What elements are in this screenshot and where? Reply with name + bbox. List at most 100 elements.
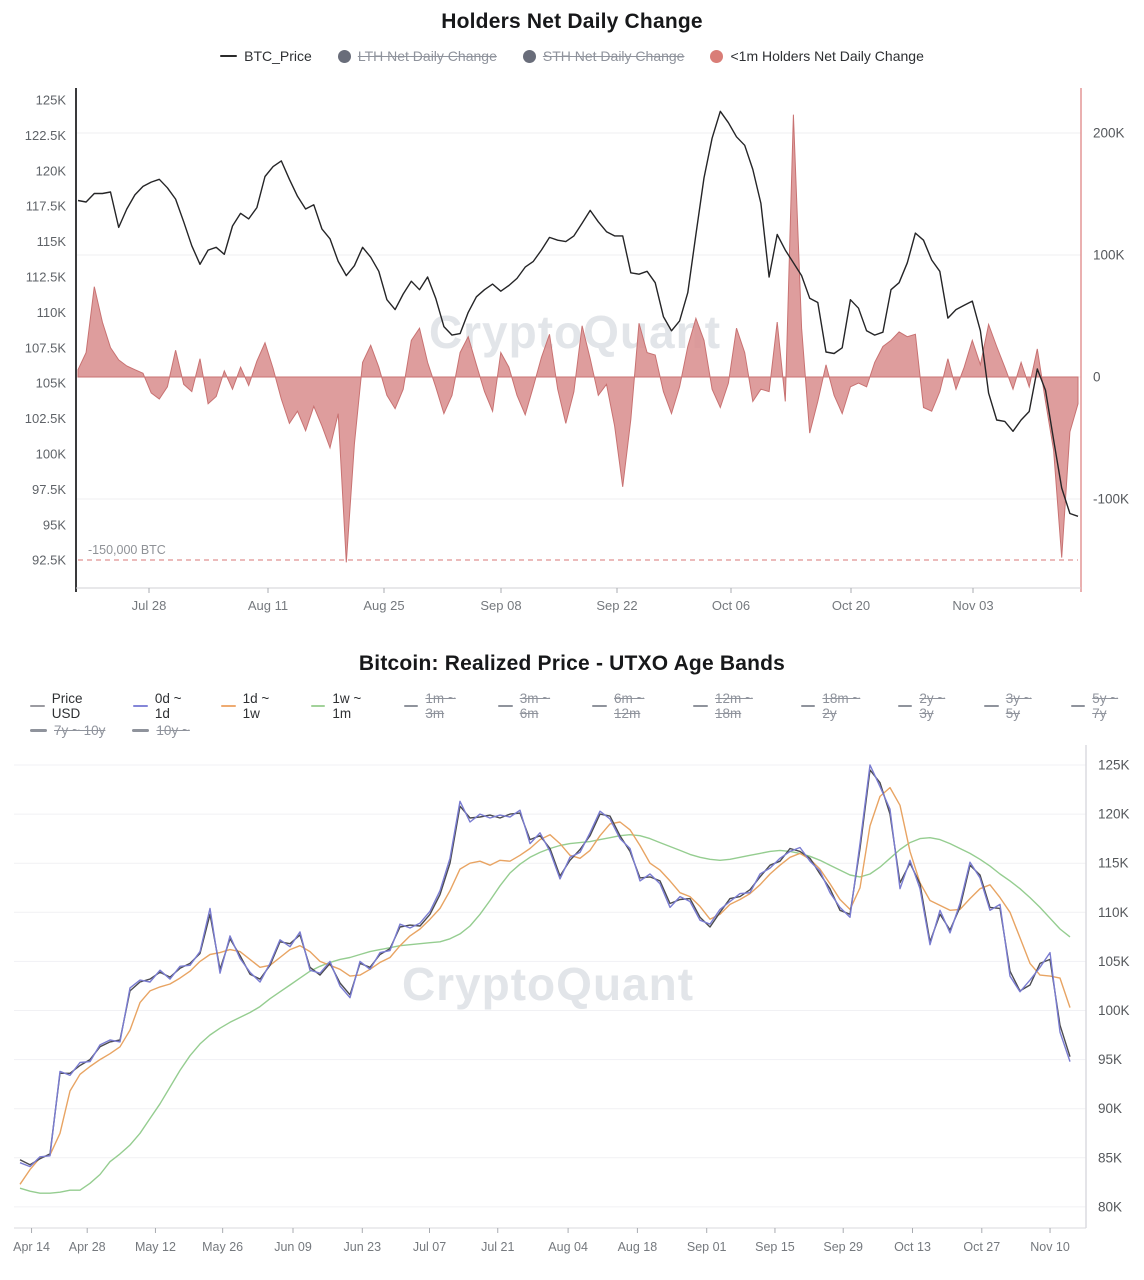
legend-line-swatch	[592, 704, 608, 708]
x-axis-label: May 12	[135, 1240, 176, 1254]
utxo-chart-legend-row2: 7y ~ 10y 10y ~	[30, 723, 1130, 738]
legend-item-label: 3m ~ 6m	[519, 691, 551, 721]
legend-item-label: 0d ~ 1d	[154, 691, 182, 721]
y-axis-label-left: 110K	[37, 305, 67, 320]
legend-item-label: 10y ~	[156, 723, 190, 738]
x-axis-label: Nov 10	[1030, 1240, 1070, 1254]
y-axis-label-right: 120K	[1098, 807, 1130, 822]
legend-item-label: 5y ~ 7y	[1092, 691, 1119, 721]
legend-item-btc-price[interactable]: BTC_Price	[220, 48, 312, 64]
legend-item-18m-2y[interactable]: 18m ~ 2y	[800, 691, 871, 721]
legend-line-swatch	[800, 704, 816, 708]
legend-item-label: 12m ~ 18m	[714, 691, 753, 721]
y-axis-label-right: 125K	[1098, 758, 1130, 773]
legend-item-label: LTH Net Daily Change	[357, 48, 497, 64]
x-axis-label: Apr 28	[69, 1240, 106, 1254]
x-axis-label: Jul 28	[132, 598, 167, 613]
holders-chart-legend: BTC_Price LTH Net Daily Change STH Net Dai…	[0, 48, 1144, 64]
y-axis-label-left: 122.5K	[25, 128, 67, 143]
legend-item-5y-7y[interactable]: 5y ~ 7y	[1070, 691, 1130, 721]
legend-item-label: Price USD	[51, 691, 83, 721]
watermark-cryptoquant: CryptoQuant	[429, 306, 721, 358]
x-axis-label: Nov 03	[952, 598, 993, 613]
x-axis-label: Aug 25	[363, 598, 404, 613]
legend-line-swatch	[220, 704, 236, 708]
y-axis-label-right: 80K	[1098, 1199, 1122, 1214]
minus-150k-annotation-label: -150,000 BTC	[88, 543, 166, 557]
legend-item-1w-1m[interactable]: 1w ~ 1m	[310, 691, 377, 721]
y-axis-label-left: 117.5K	[26, 199, 67, 214]
legend-item-10y[interactable]: 10y ~	[132, 723, 190, 738]
x-axis-label: Aug 18	[618, 1240, 658, 1254]
series-line-1w-1m	[19, 834, 1071, 1194]
y-axis-label-left: 100K	[36, 447, 67, 462]
legend-item-label: 18m ~ 2y	[822, 691, 861, 721]
legend-dot-swatch	[337, 49, 351, 63]
legend-line-swatch	[403, 704, 419, 708]
net-daily-change-area	[77, 114, 1079, 563]
legend-item-label: 7y ~ 10y	[54, 723, 106, 738]
holders-chart-title: Holders Net Daily Change	[441, 10, 703, 33]
y-axis-label-right: 85K	[1098, 1150, 1122, 1165]
legend-line-swatch	[498, 704, 513, 708]
x-axis-label: Sep 01	[687, 1240, 727, 1254]
legend-line-swatch	[220, 54, 238, 58]
x-axis-label: Jul 07	[413, 1240, 446, 1254]
legend-item-7y-10y[interactable]: 7y ~ 10y	[30, 723, 105, 738]
legend-line-swatch	[1070, 704, 1086, 708]
legend-item-3y-5y[interactable]: 3y ~ 5y	[984, 691, 1043, 721]
legend-item-6m-12m[interactable]: 6m ~ 12m	[592, 691, 666, 721]
y-axis-label-right: 100K	[1093, 248, 1125, 263]
legend-item-1d-1w[interactable]: 1d ~ 1w	[220, 691, 284, 721]
series-line-0d-1d	[19, 764, 1071, 1168]
y-axis-label-right: 95K	[1098, 1052, 1122, 1067]
legend-item-12m-18m[interactable]: 12m ~ 18m	[693, 691, 773, 721]
watermark-cryptoquant: CryptoQuant	[402, 958, 694, 1010]
legend-line-swatch	[310, 704, 326, 708]
y-axis-label-left: 92.5K	[32, 553, 66, 568]
legend-item-3m-6m[interactable]: 3m ~ 6m	[498, 691, 565, 721]
legend-item-label: 6m ~ 12m	[614, 691, 645, 721]
y-axis-label-left: 102.5K	[25, 411, 67, 426]
legend-item-label: STH Net Daily Change	[542, 48, 685, 64]
legend-dot-swatch	[710, 49, 724, 63]
legend-item-0d-1d[interactable]: 0d ~ 1d	[133, 691, 194, 721]
legend-line-swatch	[133, 704, 148, 708]
legend-item-2y-3y[interactable]: 2y ~ 3y	[897, 691, 957, 721]
x-axis-label: Apr 14	[13, 1240, 50, 1254]
legend-line-swatch	[693, 704, 708, 708]
series-line-1d-1w	[19, 786, 1071, 1185]
legend-item-lth-net-daily-change[interactable]: LTH Net Daily Change	[337, 48, 497, 64]
utxo-chart-title: Bitcoin: Realized Price - UTXO Age Bands	[358, 652, 786, 675]
legend-item-label: 1m ~ 3m	[425, 691, 456, 721]
y-axis-label-right: 105K	[1098, 954, 1130, 969]
y-axis-label-right: 110K	[1098, 905, 1129, 920]
legend-item-label: BTC_Price	[244, 48, 312, 64]
legend-line-swatch	[30, 704, 45, 708]
legend-item-sth-net-daily-change[interactable]: STH Net Daily Change	[522, 48, 685, 64]
legend-dot-swatch	[522, 49, 536, 63]
legend-line-swatch	[132, 729, 150, 732]
x-axis-label: Jun 09	[274, 1240, 312, 1254]
x-axis-label: Aug 11	[248, 598, 288, 613]
legend-item-1m-holders-net-daily-change[interactable]: <1m Holders Net Daily Change	[710, 48, 924, 64]
legend-item-label: 3y ~ 5y	[1005, 691, 1032, 721]
y-axis-label-right: 115K	[1098, 856, 1129, 871]
legend-item-label: 1w ~ 1m	[332, 691, 362, 721]
x-axis-label: Oct 06	[712, 598, 750, 613]
y-axis-label-left: 97.5K	[32, 482, 66, 497]
legend-item-1m-3m[interactable]: 1m ~ 3m	[403, 691, 471, 721]
y-axis-label-left: 105K	[36, 376, 67, 391]
y-axis-label-left: 125K	[36, 93, 67, 108]
legend-line-swatch	[30, 729, 47, 732]
legend-item-price-usd[interactable]: Price USD	[30, 691, 106, 721]
y-axis-label-left: 115K	[37, 234, 67, 249]
y-axis-label-left: 95K	[43, 517, 66, 532]
y-axis-label-right: 0	[1093, 370, 1101, 385]
utxo-chart-legend-row1: Price USD 0d ~ 1d 1d ~ 1w 1w ~ 1m 1m ~ 3m 3m …	[30, 691, 1130, 721]
legend-line-swatch	[984, 704, 999, 708]
y-axis-label-left: 120K	[36, 163, 67, 178]
y-axis-label-right: 90K	[1098, 1101, 1122, 1116]
